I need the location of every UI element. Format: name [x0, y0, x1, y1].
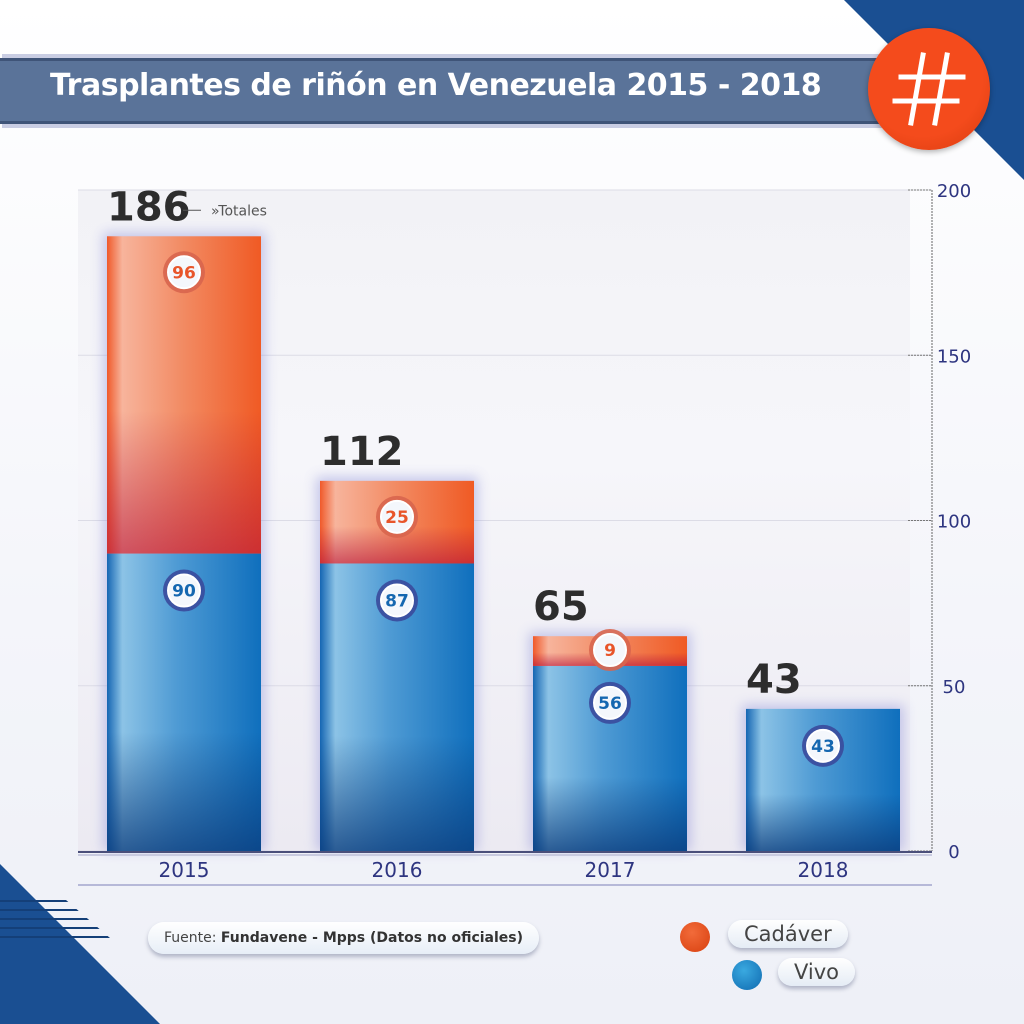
badge-vivo-value: 56 — [598, 694, 622, 714]
x-tick-label: 2017 — [585, 858, 636, 882]
totales-annotation: »Totales — [211, 203, 267, 219]
axis-layer: 0 50 100 150 200 2015 2016 2017 2018 — [78, 181, 971, 886]
labels-layer: 96 90 186 25 87 112 9 56 65 43 43 »Totales — [107, 184, 844, 767]
y-tick-label: 50 — [943, 677, 966, 698]
badge-cadaver-value-face — [380, 499, 414, 534]
badge-vivo-value-face — [806, 728, 840, 763]
y-tick-label: 0 — [948, 842, 959, 863]
badge-cadaver-value-face — [593, 633, 627, 668]
badge-vivo-value: 90 — [172, 582, 196, 602]
y-tick-label: 150 — [937, 346, 971, 367]
badge-vivo-value-face — [167, 573, 201, 608]
source-value: Fundavene - Mpps (Datos no oficiales) — [220, 930, 524, 946]
legend-cadaver-swatch — [680, 922, 710, 952]
badge-vivo-value-face — [380, 583, 414, 618]
legend-vivo-label: Vivo — [778, 958, 856, 986]
x-tick-label: 2015 — [159, 858, 210, 882]
y-tick-label: 100 — [937, 512, 971, 533]
legend-cadaver-label: Cadáver — [728, 920, 848, 948]
badge-vivo-value-face — [593, 685, 627, 720]
x-tick-label: 2016 — [372, 858, 423, 882]
source-label: Fuente: — [164, 930, 217, 946]
total-label-2016: 112 — [320, 429, 404, 475]
total-label-2018: 43 — [746, 657, 802, 703]
title-bar — [0, 58, 900, 124]
total-label-2017: 65 — [533, 584, 589, 630]
legend-vivo-swatch — [732, 960, 762, 990]
hash-icon — [892, 52, 966, 126]
x-tick-label: 2018 — [798, 858, 849, 882]
badge-vivo-value: 87 — [385, 591, 409, 611]
badge-cadaver-value: 96 — [172, 263, 196, 283]
source-note: Fuente: Fundavene - Mpps (Datos no ofici… — [148, 922, 540, 954]
bars-layer — [103, 232, 904, 851]
total-label-2015: 186 — [107, 184, 191, 230]
badge-cadaver-value-face — [167, 255, 201, 290]
badge-cadaver-value: 9 — [604, 641, 616, 661]
badge-vivo-value: 43 — [811, 737, 835, 757]
y-tick-label: 200 — [937, 181, 971, 202]
hash-badge — [868, 28, 990, 150]
corner-decoration-bottom-left — [0, 864, 160, 1024]
chart-title: Trasplantes de riñón en Venezuela 2015 -… — [50, 68, 822, 103]
badge-cadaver-value: 25 — [385, 508, 409, 528]
